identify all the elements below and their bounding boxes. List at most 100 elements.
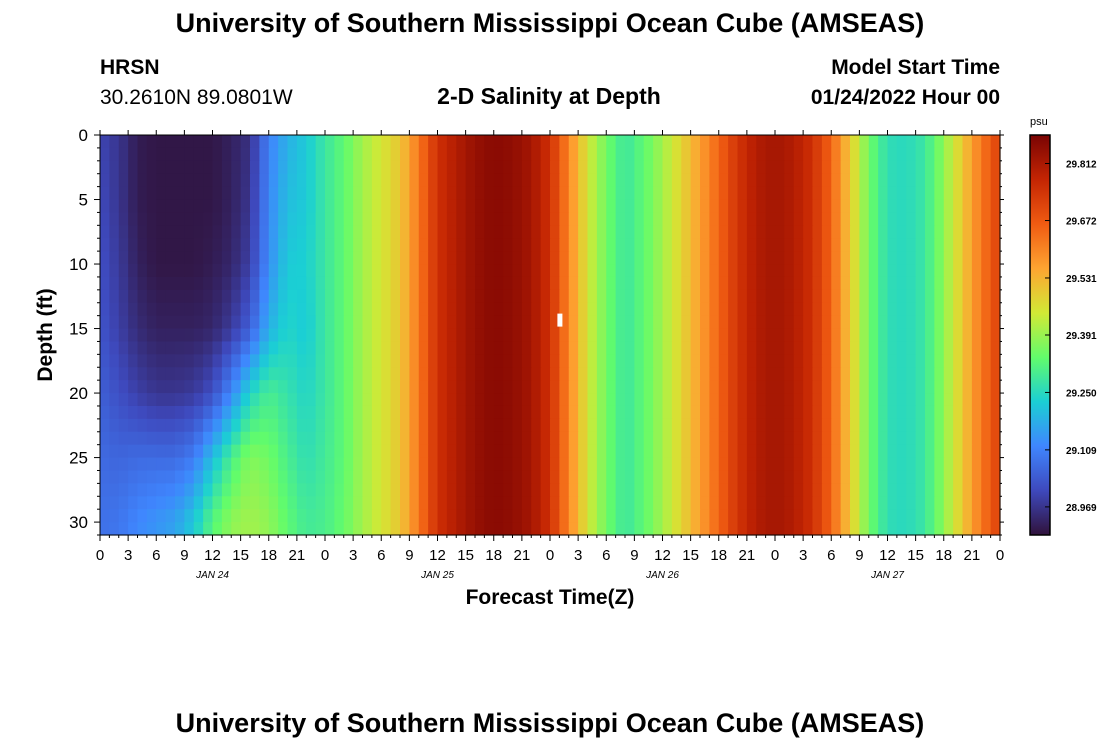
heatmap-cell: [868, 212, 879, 226]
heatmap-cell: [343, 238, 354, 252]
heatmap-cell: [493, 147, 504, 162]
heatmap-cell: [953, 509, 964, 523]
heatmap-cell: [540, 315, 551, 330]
heatmap-cell: [390, 186, 401, 201]
heatmap-cell: [728, 367, 739, 381]
heatmap-cell: [118, 431, 129, 446]
heatmap-cell: [756, 264, 767, 278]
heatmap-cell: [868, 135, 879, 149]
x-tick-label: 21: [289, 547, 306, 564]
x-tick-label: 0: [96, 547, 104, 564]
heatmap-cell: [831, 509, 842, 523]
heatmap-cell: [240, 431, 251, 446]
heatmap-cell: [559, 315, 570, 330]
heatmap-cell: [803, 199, 814, 214]
heatmap-cell: [709, 380, 720, 394]
heatmap-cell: [681, 147, 692, 162]
heatmap-cell: [634, 135, 645, 149]
heatmap-cell: [803, 431, 814, 446]
heatmap-cell: [709, 135, 720, 149]
heatmap-cell: [306, 509, 317, 523]
heatmap-cell: [268, 173, 279, 188]
heatmap-cell: [240, 135, 251, 149]
heatmap-cell: [437, 354, 448, 368]
heatmap-cell: [465, 251, 476, 265]
heatmap-cell: [578, 199, 589, 214]
heatmap-cell: [409, 173, 420, 188]
heatmap-cell: [100, 405, 110, 420]
heatmap-cell: [756, 173, 767, 188]
heatmap-cell: [775, 264, 785, 278]
heatmap-cell: [268, 393, 279, 407]
heatmap-cell: [634, 341, 645, 355]
heatmap-cell: [306, 380, 317, 394]
heatmap-cell: [850, 289, 860, 304]
heatmap-cell: [446, 496, 457, 510]
heatmap-cell: [550, 199, 560, 214]
heatmap-cell: [250, 444, 260, 459]
heatmap-cell: [400, 483, 410, 497]
heatmap-cell: [550, 354, 560, 368]
heatmap-cell: [568, 405, 579, 420]
heatmap-cell: [343, 457, 354, 472]
heatmap-cell: [981, 315, 992, 330]
heatmap-cell: [512, 135, 523, 149]
heatmap-cell: [934, 135, 945, 149]
heatmap-cell: [746, 341, 757, 355]
heatmap-cell: [559, 393, 570, 407]
heatmap-cell: [840, 147, 851, 162]
heatmap-cell: [175, 251, 185, 265]
heatmap-cell: [484, 405, 495, 420]
heatmap-cell: [953, 444, 964, 459]
heatmap-cell: [118, 315, 129, 330]
heatmap-cell: [803, 315, 814, 330]
heatmap-cell: [531, 367, 542, 381]
heatmap-cell: [615, 380, 626, 394]
heatmap-cell: [390, 509, 401, 523]
heatmap-cell: [634, 457, 645, 472]
heatmap-cell: [221, 418, 232, 433]
heatmap-cell: [409, 380, 420, 394]
heatmap-cell: [821, 522, 832, 536]
heatmap-cell: [906, 457, 917, 472]
heatmap-cell: [906, 470, 917, 484]
heatmap-cell: [456, 264, 467, 278]
heatmap-cell: [596, 367, 607, 381]
heatmap-cell: [840, 341, 851, 355]
heatmap-cell: [803, 289, 814, 304]
heatmap-cell: [484, 315, 495, 330]
heatmap-cell: [868, 238, 879, 252]
heatmap-cell: [934, 367, 945, 381]
heatmap-cell: [437, 251, 448, 265]
heatmap-cell: [212, 186, 223, 201]
heatmap-cell: [203, 276, 214, 291]
heatmap-cell: [240, 418, 251, 433]
heatmap-cell: [371, 199, 382, 214]
heatmap-cell: [821, 431, 832, 446]
heatmap-cell: [840, 457, 851, 472]
heatmap-cell: [521, 341, 532, 355]
heatmap-cell: [259, 276, 270, 291]
heatmap-cell: [643, 276, 654, 291]
heatmap-cell: [793, 483, 804, 497]
heatmap-cell: [465, 509, 476, 523]
heatmap-cell: [568, 238, 579, 252]
heatmap-cell: [128, 393, 139, 407]
heatmap-cell: [212, 418, 223, 433]
heatmap-cell: [578, 186, 589, 201]
heatmap-cell: [653, 457, 664, 472]
heatmap-cell: [812, 225, 823, 239]
heatmap-cell: [840, 367, 851, 381]
heatmap-cell: [400, 457, 410, 472]
heatmap-cell: [709, 315, 720, 330]
heatmap-cell: [540, 225, 551, 239]
heatmap-cell: [775, 354, 785, 368]
heatmap-cell: [278, 212, 289, 226]
heatmap-cell: [475, 199, 485, 214]
heatmap-cell: [550, 135, 560, 149]
heatmap-cell: [962, 431, 973, 446]
heatmap-cell: [240, 496, 251, 510]
heatmap-cell: [390, 367, 401, 381]
heatmap-cell: [634, 238, 645, 252]
heatmap-cell: [212, 457, 223, 472]
